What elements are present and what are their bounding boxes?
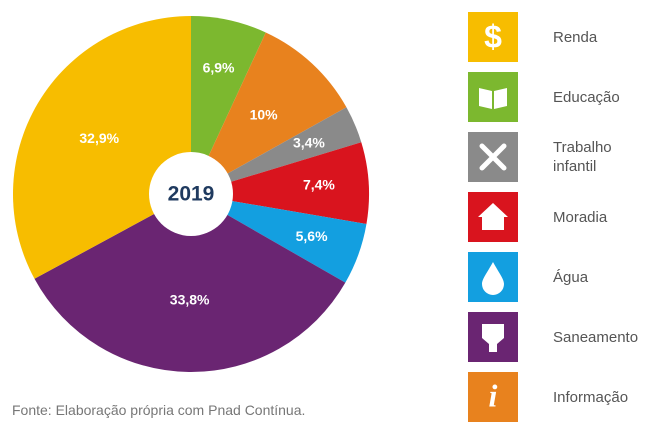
value-label: 6,9%	[203, 60, 235, 76]
slice	[34, 194, 346, 373]
slice	[191, 32, 347, 194]
legend-label: Moradia	[553, 208, 608, 226]
icon-shape	[479, 143, 507, 171]
legend-label: Trabalho infantil	[553, 139, 612, 175]
center-label: 2019	[168, 183, 215, 206]
legend-icon: i	[468, 372, 518, 422]
legend-label: Educação	[553, 88, 620, 106]
legend-icon	[468, 72, 518, 122]
slice	[12, 16, 192, 279]
value-label: 33,8%	[170, 291, 210, 307]
legend-icon	[468, 132, 518, 182]
value-label: 3,4%	[293, 135, 325, 151]
legend-icon	[468, 192, 518, 242]
icon-shape	[468, 72, 518, 122]
icon-shape	[478, 203, 508, 230]
icon-shape: $	[484, 18, 502, 54]
legend-icon	[468, 312, 518, 362]
legend-label: Renda	[553, 28, 598, 46]
chart: 6,9% 10% 3,4% 7,4% 5,6% 33,8% 32,9% 2019	[12, 16, 370, 373]
legend-label: Saneamento	[553, 328, 639, 346]
icon-shape	[482, 262, 504, 295]
icon-shape	[468, 372, 518, 422]
slice	[191, 107, 362, 194]
value-label: 32,9%	[79, 130, 119, 146]
value-label: 10%	[250, 106, 279, 122]
icon-shape: i	[489, 377, 498, 413]
icon-shape	[482, 324, 504, 352]
legend-icon: $	[468, 12, 518, 62]
icon-shape	[479, 88, 507, 109]
value-label: 5,6%	[296, 228, 328, 244]
center-hole	[149, 152, 233, 236]
legend-icon	[468, 252, 518, 302]
legend-label: Informação	[553, 388, 629, 406]
source: Fonte: Elaboração própria com Pnad Contí…	[12, 402, 306, 418]
slice	[191, 142, 370, 225]
legend-label: Água	[553, 268, 589, 286]
slice	[191, 194, 367, 283]
icon-shape	[468, 12, 518, 62]
slice	[191, 16, 266, 194]
value-label: 7,4%	[303, 177, 335, 193]
